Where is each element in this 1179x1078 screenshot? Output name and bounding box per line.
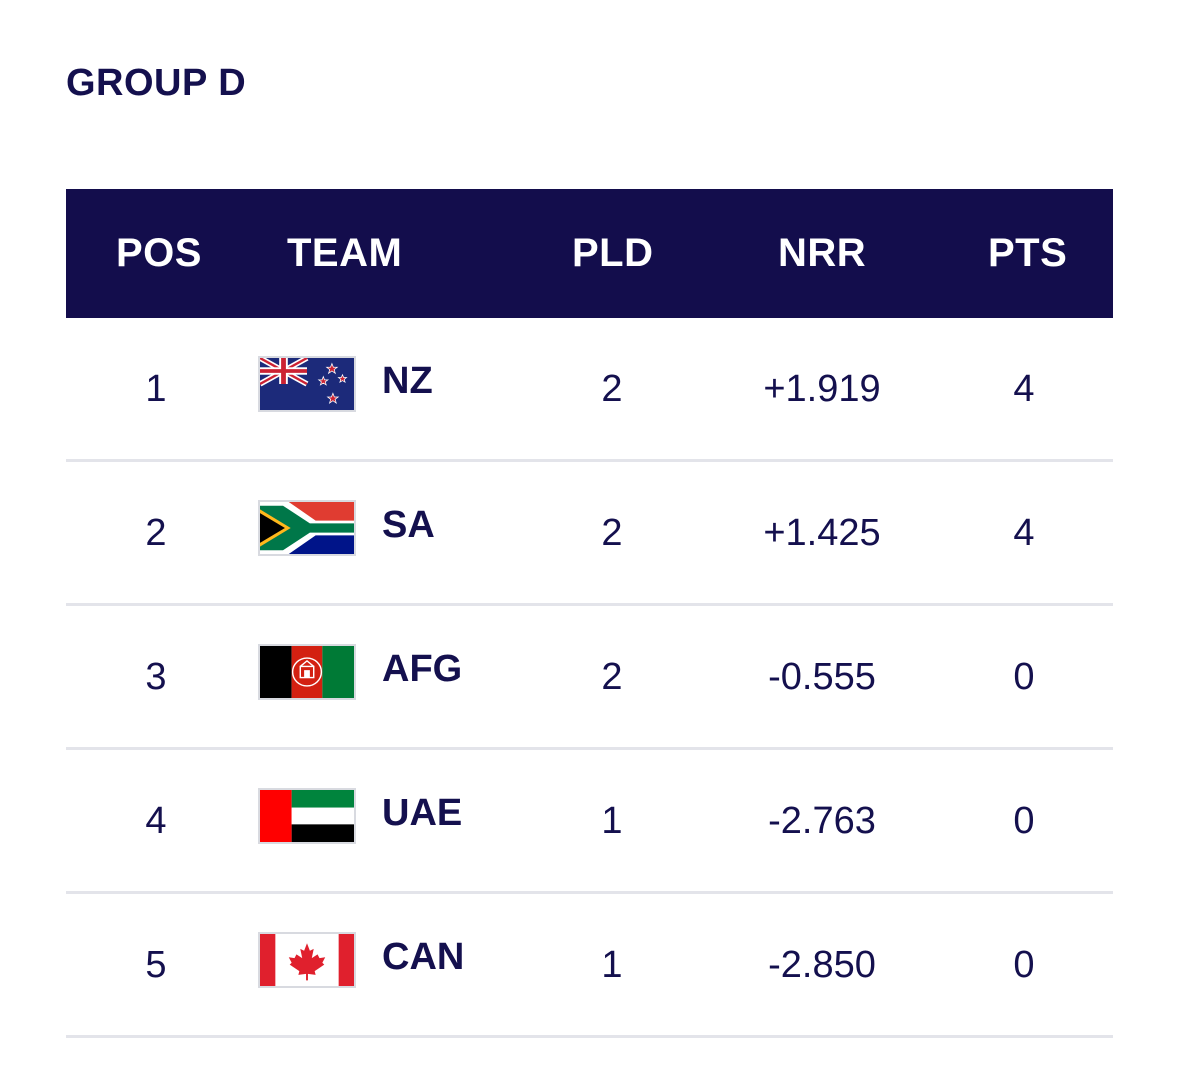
south-africa-flag-icon — [258, 500, 356, 556]
canada-flag-icon — [258, 932, 356, 988]
row-pld: 2 — [601, 512, 623, 554]
row-pts: 0 — [1013, 800, 1035, 842]
header-pts: PTS — [988, 231, 1068, 275]
row-nrr: +1.425 — [763, 512, 881, 554]
row-pld: 2 — [601, 656, 623, 698]
row-team: NZ — [382, 360, 433, 402]
row-nrr: +1.919 — [763, 368, 881, 410]
row-pld: 1 — [601, 944, 623, 986]
row-pos: 2 — [145, 512, 167, 554]
row-pos: 5 — [145, 944, 167, 986]
row-nrr: -0.555 — [768, 656, 876, 698]
new-zealand-flag-icon — [258, 356, 356, 412]
group-title: GROUP D — [66, 62, 247, 104]
table-row[interactable]: 2 SA 2 +1.425 4 — [66, 462, 1113, 606]
row-pts: 4 — [1013, 368, 1035, 410]
row-pts: 0 — [1013, 656, 1035, 698]
row-nrr: -2.763 — [768, 800, 876, 842]
row-team: UAE — [382, 792, 463, 834]
row-pts: 4 — [1013, 512, 1035, 554]
table-header: POS TEAM PLD NRR PTS — [66, 189, 1113, 318]
row-pos: 4 — [145, 800, 167, 842]
row-nrr: -2.850 — [768, 944, 876, 986]
table-row[interactable]: 5 CAN 1 -2.850 0 — [66, 894, 1113, 1038]
row-team: SA — [382, 504, 435, 546]
header-team: TEAM — [287, 231, 403, 275]
row-pos: 3 — [145, 656, 167, 698]
table-row[interactable]: 3 AFG 2 -0.555 0 — [66, 606, 1113, 750]
row-pts: 0 — [1013, 944, 1035, 986]
uae-flag-icon — [258, 788, 356, 844]
row-pld: 1 — [601, 800, 623, 842]
afghanistan-flag-icon — [258, 644, 356, 700]
table-row[interactable]: 1 NZ — [66, 318, 1113, 462]
row-team: AFG — [382, 648, 463, 690]
header-pos: POS — [116, 231, 202, 275]
row-team: CAN — [382, 936, 465, 978]
standings-table: POS TEAM PLD NRR PTS 1 — [66, 189, 1113, 1038]
row-pos: 1 — [145, 368, 167, 410]
table-row[interactable]: 4 UAE 1 -2.763 0 — [66, 750, 1113, 894]
header-pld: PLD — [572, 231, 654, 275]
row-pld: 2 — [601, 368, 623, 410]
header-nrr: NRR — [778, 231, 867, 275]
